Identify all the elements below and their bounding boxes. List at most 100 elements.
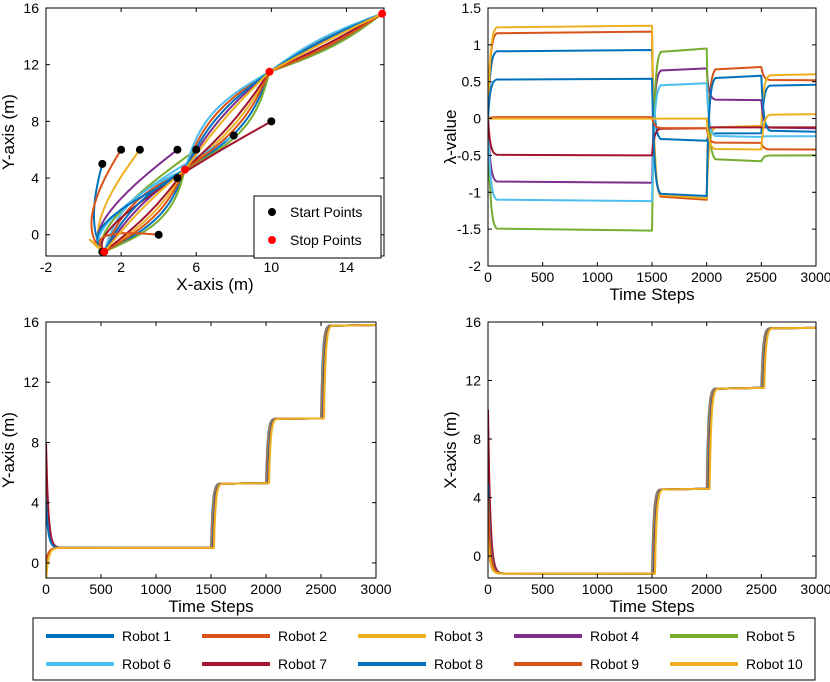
stop-point-legend-marker xyxy=(268,236,276,244)
x-tick-label: 3000 xyxy=(360,581,391,597)
legend-label-robot-9: Robot 9 xyxy=(590,656,639,672)
y-tick-label: -0.5 xyxy=(457,147,481,163)
y-axis-label: λ-value xyxy=(441,110,460,165)
x-axis-label: Time Steps xyxy=(168,597,253,616)
robot-6-trajectory xyxy=(97,12,383,253)
y-tick-label: 8 xyxy=(31,113,39,129)
x_vs_time-robot-10 xyxy=(488,326,816,575)
y-tick-label: 4 xyxy=(473,490,481,506)
lambda-robot-2 xyxy=(488,30,816,201)
start-point xyxy=(173,174,182,183)
stop-points-label: Stop Points xyxy=(290,232,362,248)
start-point xyxy=(98,159,107,168)
legend-label-robot-1: Robot 1 xyxy=(122,628,171,644)
legend-label-robot-3: Robot 3 xyxy=(434,628,483,644)
x-axis-label: X-axis (m) xyxy=(176,275,253,294)
x-axis-label: Time Steps xyxy=(609,285,694,304)
lambda-series xyxy=(488,24,816,232)
trajectories-series xyxy=(88,12,383,253)
y-tick-label: 12 xyxy=(23,374,39,390)
y-tick-label: 8 xyxy=(473,431,481,447)
stop-point xyxy=(180,165,189,174)
lambda-robot-5 xyxy=(488,47,816,232)
y-tick-label: 12 xyxy=(465,373,481,389)
y-tick-label: 16 xyxy=(23,314,39,330)
x-axis-label: Time Steps xyxy=(609,597,694,616)
robot-legend: Robot 1 Robot 2 Robot 3 Robot 4 Robot 5 Robot… xyxy=(32,617,816,681)
y-tick-label: 1 xyxy=(473,37,481,53)
y-tick-label: 0.5 xyxy=(462,74,482,90)
x-tick-label: 2000 xyxy=(691,269,722,285)
y-axis-label: X-axis (m) xyxy=(441,411,460,488)
y-vs-time-plot: 0 500 1000 1500 2000 2500 3000 0 4 8 12 16 Time Step… xyxy=(0,314,392,616)
lambda-robot-8 xyxy=(488,74,816,197)
y-tick-label: -2 xyxy=(469,258,482,274)
x-tick-label: 1500 xyxy=(636,269,667,285)
x-tick-label: 500 xyxy=(531,581,555,597)
y-tick-label: 0 xyxy=(31,227,39,243)
start-point-legend-marker xyxy=(268,208,276,216)
legend-label-robot-2: Robot 2 xyxy=(278,628,327,644)
start-point xyxy=(135,145,144,154)
x-tick-label: 2000 xyxy=(691,581,722,597)
y-tick-label: 0 xyxy=(473,548,481,564)
x-vs-time-plot: 0 500 1000 1500 2000 2500 3000 0 4 8 12 16 Time Step… xyxy=(441,314,830,616)
start-point xyxy=(267,117,276,126)
x-tick-label: -2 xyxy=(40,259,53,275)
legend-label-robot-6: Robot 6 xyxy=(122,656,171,672)
y-tick-label: 4 xyxy=(31,170,39,186)
start-point xyxy=(154,230,163,239)
x-tick-label: 3000 xyxy=(800,269,830,285)
x-tick-label: 1500 xyxy=(636,581,667,597)
legend-label-robot-4: Robot 4 xyxy=(590,628,639,644)
lambda-robot-1 xyxy=(488,49,816,142)
y-tick-label: 4 xyxy=(31,495,39,511)
x-tick-label: 1500 xyxy=(195,581,226,597)
robot-10-trajectory xyxy=(88,12,383,253)
y_vs_time-robot-10 xyxy=(46,324,376,578)
legend-label-robot-10: Robot 10 xyxy=(746,656,803,672)
y_vs_time-series xyxy=(46,324,376,578)
axes-box xyxy=(45,7,385,257)
stop-point xyxy=(100,247,109,256)
stop-point xyxy=(378,9,387,18)
legend-label-robot-5: Robot 5 xyxy=(746,628,795,644)
x-tick-label: 1000 xyxy=(582,269,613,285)
y-axis-label: Y-axis (m) xyxy=(0,94,18,170)
y-tick-label: 0 xyxy=(473,111,481,127)
y-tick-label: 12 xyxy=(23,57,39,73)
start-point xyxy=(229,131,238,140)
legend-label-robot-8: Robot 8 xyxy=(434,656,483,672)
robot-9-trajectory xyxy=(98,12,383,253)
x-tick-label: 2500 xyxy=(746,581,777,597)
x-tick-label: 14 xyxy=(339,259,355,275)
x-tick-label: 1000 xyxy=(140,581,171,597)
lambda-robot-10 xyxy=(488,113,816,151)
x-tick-label: 2500 xyxy=(746,269,777,285)
lambda-robot-3 xyxy=(488,24,816,200)
x-tick-label: 10 xyxy=(264,259,280,275)
y-tick-label: 1.5 xyxy=(462,0,482,16)
lambda-plot: 0 500 1000 1500 2000 2500 3000 -2 -1.5 -1 -0.5 0 0.5… xyxy=(441,0,830,304)
start-points-label: Start Points xyxy=(290,204,362,220)
y-tick-label: -1.5 xyxy=(457,221,481,237)
y-tick-label: 0 xyxy=(31,555,39,571)
x-tick-label: 500 xyxy=(531,269,555,285)
x-tick-label: 2000 xyxy=(250,581,281,597)
start-point xyxy=(117,145,126,154)
x-tick-label: 0 xyxy=(42,581,50,597)
x-tick-label: 0 xyxy=(484,269,492,285)
x-tick-label: 6 xyxy=(192,259,200,275)
y-tick-label: 16 xyxy=(23,0,39,16)
y-tick-label: -1 xyxy=(469,184,482,200)
x_vs_time-robot-1 xyxy=(488,326,816,575)
y-axis-label: Y-axis (m) xyxy=(0,412,18,488)
robot-8-trajectory xyxy=(96,12,383,253)
x-tick-label: 1000 xyxy=(582,581,613,597)
x-tick-label: 0 xyxy=(484,581,492,597)
start-point xyxy=(173,145,182,154)
x-tick-label: 500 xyxy=(89,581,113,597)
start-point xyxy=(192,145,201,154)
stop-point xyxy=(265,67,274,76)
